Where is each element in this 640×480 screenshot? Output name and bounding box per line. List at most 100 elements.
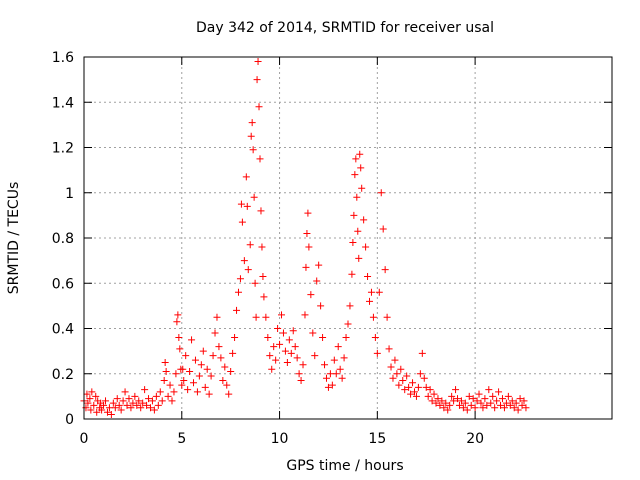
data-point — [438, 397, 446, 405]
data-point — [328, 381, 336, 389]
data-point — [281, 347, 289, 355]
data-point — [510, 404, 518, 412]
data-point — [371, 334, 379, 342]
data-point — [264, 334, 272, 342]
data-point — [483, 401, 491, 409]
data-point — [491, 404, 499, 412]
grid-lines — [84, 57, 612, 419]
data-point — [475, 390, 483, 398]
data-point — [403, 372, 411, 380]
data-point — [205, 390, 213, 398]
data-point — [450, 397, 458, 405]
data-point — [257, 207, 265, 215]
data-point — [434, 395, 442, 403]
data-point — [418, 349, 426, 357]
data-point — [514, 406, 522, 414]
data-point — [287, 349, 295, 357]
data-point — [412, 392, 420, 400]
data-point — [86, 395, 94, 403]
data-point — [448, 392, 456, 400]
data-point — [233, 306, 241, 314]
data-point — [356, 150, 364, 158]
data-point — [518, 401, 526, 409]
data-point — [407, 390, 415, 398]
x-tick-label: 15 — [368, 431, 386, 447]
data-point — [88, 388, 96, 396]
data-point — [485, 386, 493, 394]
data-point — [244, 266, 252, 274]
data-point — [141, 386, 149, 394]
data-point — [405, 383, 413, 391]
data-point — [393, 370, 401, 378]
data-point — [355, 254, 363, 262]
data-point — [103, 408, 111, 416]
data-point — [414, 383, 422, 391]
data-point — [395, 381, 403, 389]
data-point — [84, 399, 92, 407]
data-point — [274, 325, 282, 332]
data-point — [455, 401, 463, 409]
data-point — [409, 379, 417, 387]
data-point — [322, 374, 330, 382]
data-point — [446, 401, 454, 409]
data-point — [266, 352, 274, 360]
y-axis-label: SRMTID / TECUs — [6, 182, 22, 295]
data-point — [262, 313, 270, 321]
data-point — [461, 399, 469, 407]
data-point — [383, 313, 391, 321]
data-point — [338, 374, 346, 382]
data-point — [143, 401, 151, 409]
data-point — [369, 313, 377, 321]
y-tick-label: 0.8 — [52, 231, 74, 247]
data-point — [179, 365, 187, 373]
data-point — [240, 257, 248, 265]
x-tick-label: 10 — [271, 431, 289, 447]
data-point — [276, 340, 284, 348]
data-point — [346, 302, 354, 310]
data-point — [158, 397, 166, 405]
y-tick-label: 1 — [65, 186, 74, 202]
data-point — [508, 397, 516, 405]
data-point — [391, 356, 399, 364]
data-point — [377, 189, 385, 197]
data-point — [283, 358, 291, 366]
data-point — [471, 404, 479, 412]
data-point — [302, 263, 310, 271]
axis-ticks — [83, 56, 612, 420]
data-point — [221, 363, 229, 371]
data-point — [364, 272, 372, 280]
data-point — [175, 334, 183, 342]
data-point — [459, 404, 467, 412]
data-point — [174, 311, 182, 319]
chart-title: Day 342 of 2014, SRMTID for receiver usa… — [196, 20, 494, 36]
data-point — [251, 279, 259, 287]
data-point — [357, 164, 365, 172]
data-point — [297, 377, 305, 385]
data-point — [260, 293, 268, 301]
data-point — [152, 392, 160, 400]
data-point — [219, 377, 227, 385]
y-tick-label: 1.2 — [52, 141, 74, 157]
data-point — [432, 399, 440, 407]
data-point — [93, 408, 101, 416]
data-point — [184, 386, 192, 394]
data-point — [107, 410, 115, 418]
y-tick-label: 0.2 — [52, 367, 74, 383]
data-point — [379, 225, 387, 233]
data-point — [354, 227, 362, 235]
data-point — [467, 401, 475, 409]
data-point — [115, 401, 123, 409]
data-point — [465, 392, 473, 400]
data-point — [350, 211, 358, 219]
data-point — [358, 184, 366, 192]
data-point — [336, 365, 344, 373]
data-point — [270, 343, 278, 351]
data-point — [156, 388, 164, 396]
data-point — [182, 352, 190, 360]
data-point — [387, 363, 395, 371]
data-point — [176, 345, 184, 353]
data-point — [342, 334, 350, 342]
data-point — [139, 399, 147, 407]
data-point — [351, 171, 359, 179]
